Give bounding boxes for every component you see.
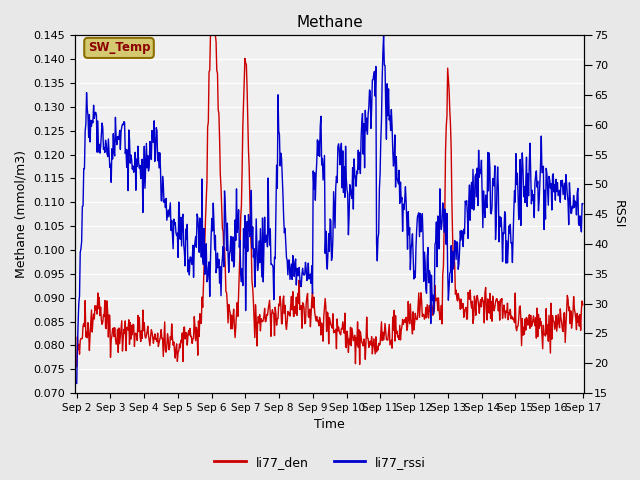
Legend: li77_den, li77_rssi: li77_den, li77_rssi [209, 451, 431, 474]
Y-axis label: Methane (mmol/m3): Methane (mmol/m3) [15, 150, 28, 278]
Y-axis label: RSSI: RSSI [612, 200, 625, 228]
Text: SW_Temp: SW_Temp [88, 41, 150, 54]
X-axis label: Time: Time [314, 419, 345, 432]
Title: Methane: Methane [296, 15, 363, 30]
